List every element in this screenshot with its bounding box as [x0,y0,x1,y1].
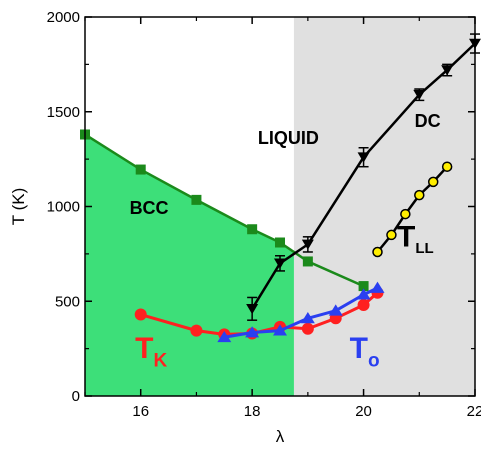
y-tick-label: 1000 [47,199,80,216]
y-tick-label: 0 [72,388,80,405]
tll-point [372,246,383,258]
tk-label: TK [135,332,167,372]
tll-label: TLL [397,220,434,257]
bcc-point [191,194,202,205]
region-label-dc: DC [415,111,441,131]
axis-ticks: 16 18 20 22 0 500 1000 1500 2000 [47,9,481,420]
tll-point [386,229,397,241]
to-label-sub: o [368,351,380,372]
tll-label-sub: LL [415,240,433,257]
to-point [328,304,343,316]
x-tick-label: 18 [244,403,261,420]
to-label-main: T [350,332,368,365]
tk-label-sub: K [153,351,167,372]
tk-label-main: T [135,332,153,365]
dc-point [413,89,426,101]
region-label-bcc: BCC [130,198,169,218]
tk-point [357,299,370,312]
tk-point [301,322,314,335]
tll-series [372,161,453,258]
x-tick-label: 22 [467,403,481,420]
y-axis-label: T (K) [9,188,28,225]
phase-regions [85,17,475,397]
dc-point [301,239,314,250]
tk-point [134,308,147,321]
dc-point [274,258,286,269]
series-layer [80,33,481,343]
dc-point [441,65,454,76]
x-tick-label: 20 [355,403,372,420]
bcc-point [358,281,369,292]
to-point [217,330,232,343]
dc-point [246,304,259,315]
tll-point [427,176,439,188]
dc-point [357,152,370,163]
x-axis-label: λ [276,427,285,446]
to-point [356,288,371,300]
bcc-point [135,164,146,175]
bcc-point [302,256,313,267]
y-tick-label: 1500 [47,104,80,121]
tk-point [190,324,203,337]
y-tick-label: 2000 [47,9,80,26]
to-point [245,326,260,338]
to-point [370,281,385,293]
tll-point [414,189,425,201]
to-point [273,324,287,336]
tll-label-main: T [397,220,415,253]
dc-region-fill [293,17,475,396]
to-label: To [350,332,380,372]
to-series [217,281,385,343]
region-label-liquid: LIQUID [258,128,319,148]
tll-point [441,161,453,172]
bcc-point [275,237,285,248]
y-tick-label: 500 [55,293,80,310]
bcc-point [247,224,258,235]
bcc-region-fill [85,134,294,397]
dc-series [246,33,481,321]
x-tick-label: 16 [132,403,149,420]
to-point [300,312,315,324]
tll-point [400,208,411,220]
